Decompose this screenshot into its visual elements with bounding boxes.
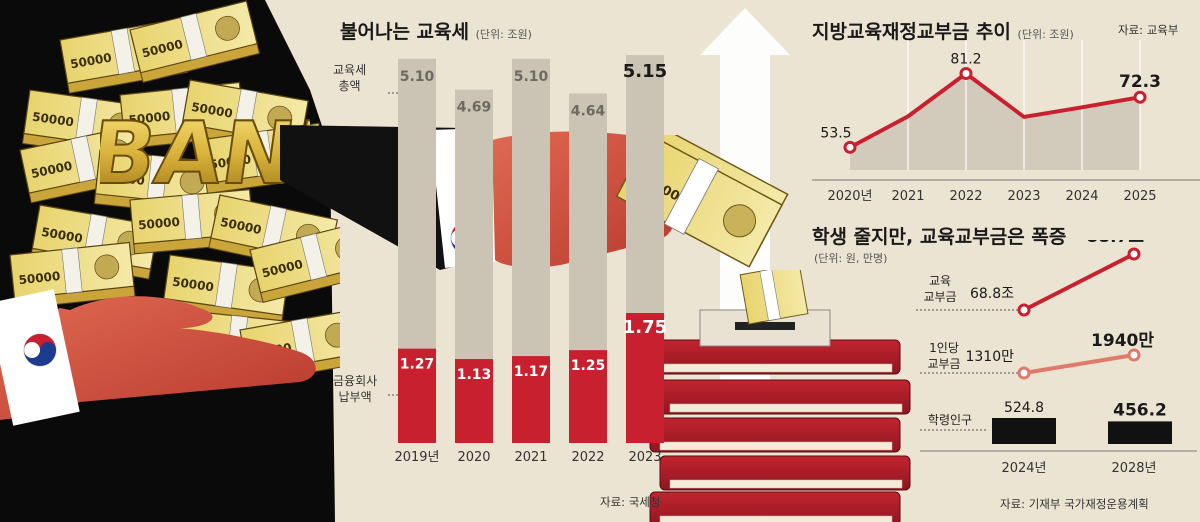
row-bar-2b	[1108, 421, 1172, 444]
chart2-plot: 53.5 81.2 72.3 2020년 2021 2022 2023 2024 2025	[812, 40, 1200, 204]
x-tick-2: 2021	[514, 450, 547, 465]
chart2-title: 지방교육재정교부금 추이 (단위: 조원)	[812, 21, 1074, 43]
bar-total-label-4: 5.15	[623, 61, 667, 82]
banknote-text: 50000	[31, 110, 74, 130]
chart1-plot: 5.10 1.27 2019년 4.69 1.13 2020 5.10 1.17 2021 4.6…	[388, 55, 667, 465]
bar-finance-label-3: 1.25	[571, 358, 606, 374]
row-line-1	[1023, 353, 1135, 375]
bar-finance-label-4: 1.75	[623, 317, 667, 338]
x-tick-0: 2024년	[1001, 461, 1046, 476]
chart1-unit: (단위: 조원)	[475, 28, 532, 41]
bar-finance-3	[569, 350, 607, 443]
row-point-0a	[1017, 303, 1031, 317]
x-tick-1: 2028년	[1111, 461, 1156, 476]
bar-total-label-2: 5.10	[514, 69, 549, 85]
x-tick-3: 2023	[1007, 189, 1040, 204]
chart2-unit: (단위: 조원)	[1017, 28, 1074, 41]
bar-finance-0	[398, 348, 436, 443]
bar-finance-4	[626, 313, 664, 443]
x-tick-5: 2025	[1123, 189, 1156, 204]
x-tick-3: 2022	[571, 450, 604, 465]
bar-finance-label-2: 1.17	[514, 364, 549, 380]
bar-total-label-1: 4.69	[457, 100, 492, 116]
chart3-title: 학생 줄지만, 교육교부금은 폭증	[812, 226, 1067, 248]
row-label-1a: 1인당	[929, 341, 959, 355]
series-line	[849, 71, 1141, 150]
x-tick-0: 2019년	[394, 450, 439, 465]
bar-finance-label-1: 1.13	[457, 367, 492, 383]
banknote-text: 50000	[103, 170, 146, 188]
row-value-2b: 456.2	[1113, 400, 1167, 420]
point-2	[959, 66, 973, 80]
row-line-0	[1023, 252, 1135, 312]
bank-logo-text: BANK	[100, 104, 310, 204]
chart1-series1-label: 교육세 총액	[333, 63, 367, 93]
point-5	[1133, 90, 1147, 104]
x-tick-1: 2021	[891, 189, 924, 204]
point-label-5: 72.3	[1119, 72, 1161, 92]
chart1-source: 자료: 국세청	[600, 495, 661, 509]
row-label-0b: 교부금	[923, 290, 956, 304]
area-fill	[850, 73, 1140, 170]
row-value-1a: 1310만	[965, 349, 1014, 365]
row-point-0b	[1127, 247, 1141, 261]
banknote-text: 50000	[171, 275, 214, 295]
point-0	[843, 140, 857, 154]
books-stack	[649, 270, 911, 522]
row-label-0a: 교육	[929, 274, 951, 288]
bar-finance-label-0: 1.27	[400, 357, 435, 373]
x-tick-0: 2020년	[827, 189, 872, 204]
point-label-2: 81.2	[950, 51, 981, 67]
x-tick-1: 2020	[457, 450, 490, 465]
point-label-0: 53.5	[820, 125, 851, 141]
money-brick: 50000	[249, 220, 340, 304]
row-value-1b: 1940만	[1091, 331, 1154, 351]
x-tick-2: 2022	[949, 189, 982, 204]
x-tick-4: 2024	[1065, 189, 1098, 204]
chart1-title: 불어나는 교육세 (단위: 조원)	[340, 21, 532, 43]
chart1-series2-label: 금융회사 납부액	[333, 374, 378, 404]
row-point-1b	[1127, 348, 1141, 362]
money-brick: 50000	[129, 0, 261, 84]
banknote-text: 50000	[209, 152, 252, 172]
left-hand	[0, 289, 316, 426]
row-bar-2a	[992, 418, 1056, 444]
row-value-0a: 68.8조	[970, 286, 1014, 302]
banknote-text: 50000	[128, 109, 171, 127]
row-value-0b: 88.7조	[1086, 240, 1144, 247]
row-label-2: 학령인구	[928, 413, 972, 427]
bank-logo: BANK	[100, 103, 310, 205]
bar-finance-1	[455, 359, 493, 443]
chart2-source: 자료: 교육부	[1118, 23, 1179, 37]
row-value-2a: 524.8	[1004, 400, 1044, 416]
banknote-text: 50000	[138, 215, 181, 233]
x-tick-4: 2023	[628, 450, 661, 465]
chart3-source: 자료: 기재부 국가재정운용계획	[1000, 497, 1149, 511]
row-point-1a	[1017, 366, 1031, 380]
row-label-1b: 교부금	[927, 357, 960, 371]
bar-finance-2	[512, 356, 550, 443]
banknote-text: 50000	[18, 269, 61, 287]
bar-total-label-3: 4.64	[571, 103, 606, 119]
bar-total-label-0: 5.10	[400, 69, 435, 85]
book	[649, 491, 901, 522]
chart3-plot: 2024년2028년교육교부금68.8조88.7조1인당교부금1310만1940…	[916, 240, 1197, 476]
chart3-unit: (단위: 원, 만명)	[814, 252, 888, 265]
